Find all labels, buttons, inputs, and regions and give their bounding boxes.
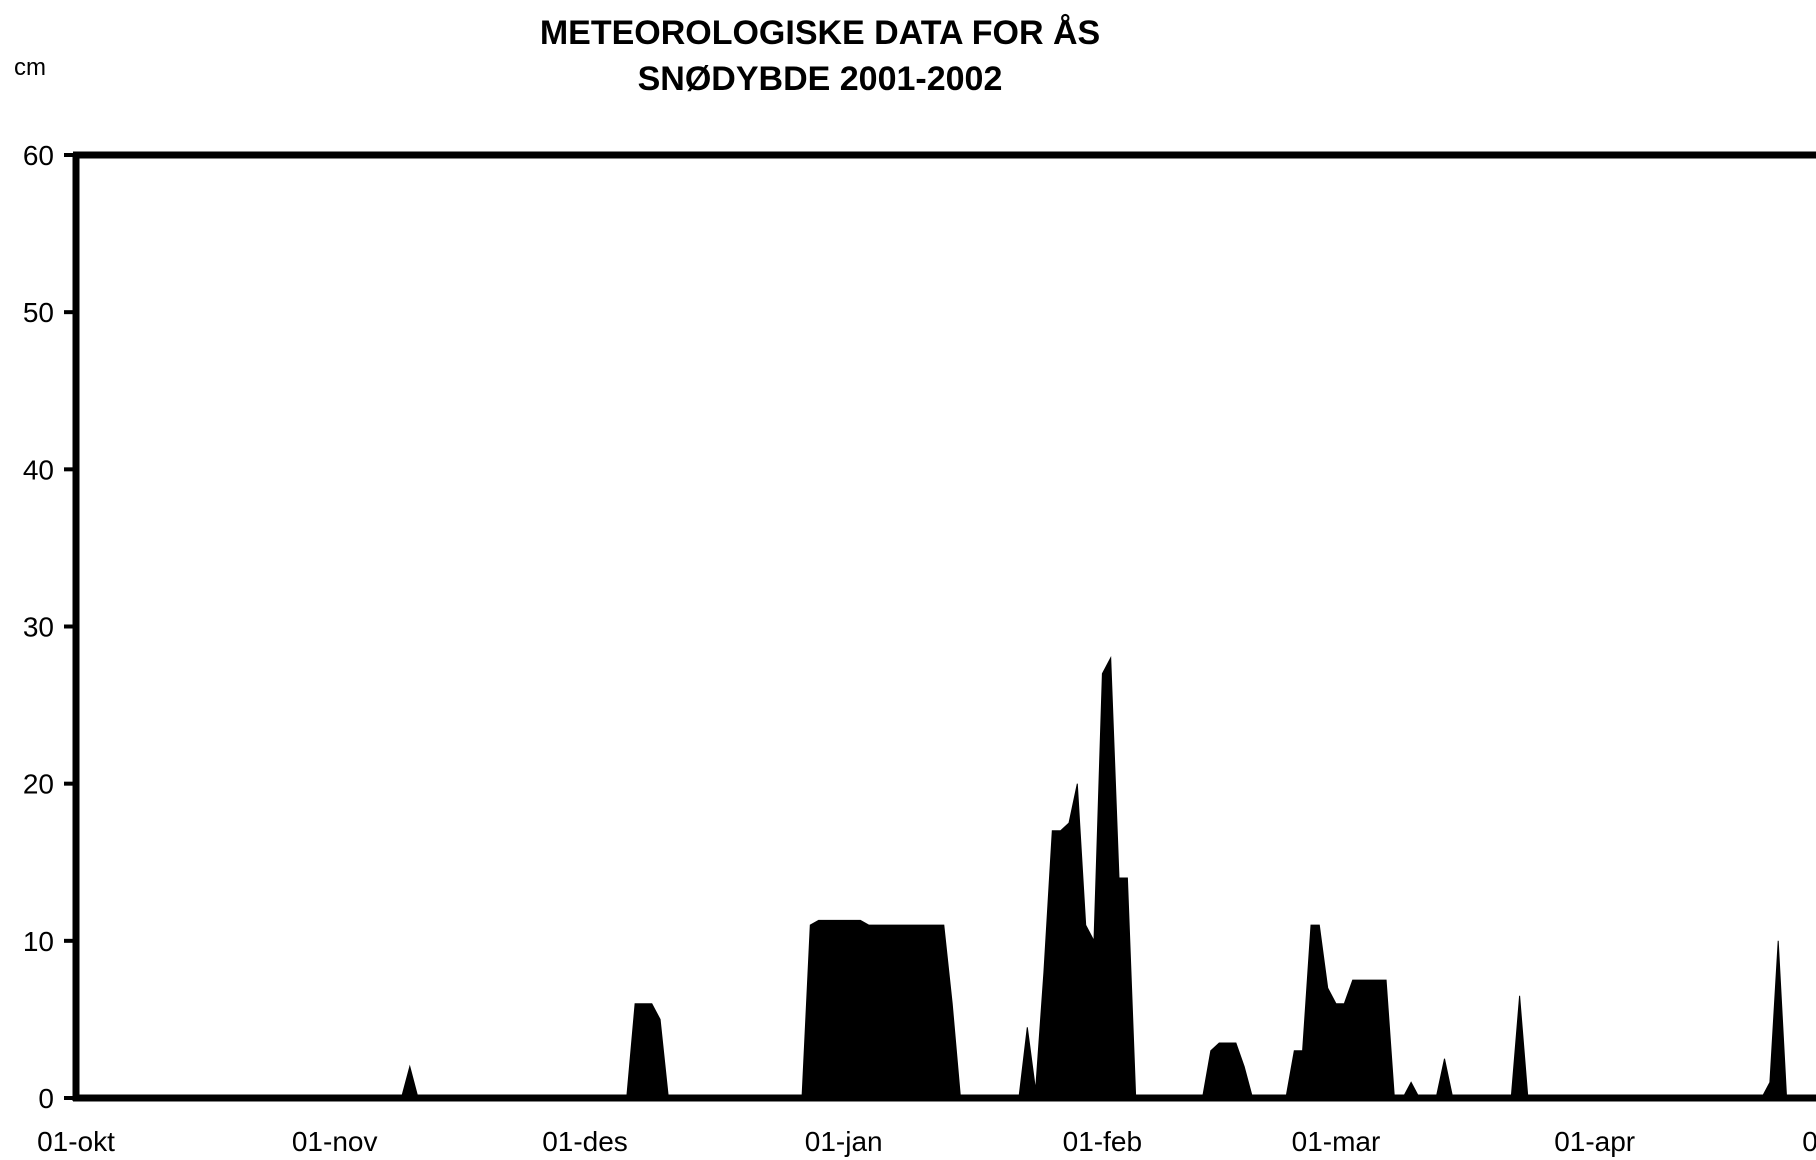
- x-tick-label-5: 01-mar: [1292, 1126, 1381, 1157]
- x-tick-label-6: 01-apr: [1554, 1126, 1635, 1157]
- x-axis-ticks: 01-okt 01-nov 01-des 01-jan 01-feb 01-mar 01-a…: [37, 1126, 1816, 1157]
- y-axis-ticks: 0 10 20 30 40 50 60: [23, 140, 76, 1114]
- y-tick-label-20: 20: [23, 769, 54, 800]
- x-tick-label-0: 01-okt: [37, 1126, 115, 1157]
- x-tick-label-4: 01-feb: [1063, 1126, 1142, 1157]
- y-tick-label-30: 30: [23, 612, 54, 643]
- chart-title-line-1: METEOROLOGISKE DATA FOR ÅS: [539, 14, 1101, 52]
- plot-area: [72, 151, 1816, 1102]
- x-tick-label-2: 01-des: [542, 1126, 628, 1157]
- x-tick-label-3: 01-jan: [805, 1126, 883, 1157]
- y-axis-unit-label: cm: [14, 54, 46, 81]
- x-tick-label-7: 01-mai: [1802, 1126, 1816, 1157]
- y-tick-label-50: 50: [23, 297, 54, 328]
- chart-title: METEOROLOGISKE DATA FOR ÅS SNØDYBDE 2001…: [510, 10, 1130, 102]
- y-tick-label-10: 10: [23, 926, 54, 957]
- x-tick-label-1: 01-nov: [292, 1126, 378, 1157]
- chart-title-line-2: SNØDYBDE 2001-2002: [637, 60, 1003, 98]
- snow-depth-area-0: [76, 656, 1816, 1099]
- y-tick-label-40: 40: [23, 454, 54, 485]
- y-tick-label-60: 60: [23, 140, 54, 171]
- y-tick-label-0: 0: [38, 1083, 54, 1114]
